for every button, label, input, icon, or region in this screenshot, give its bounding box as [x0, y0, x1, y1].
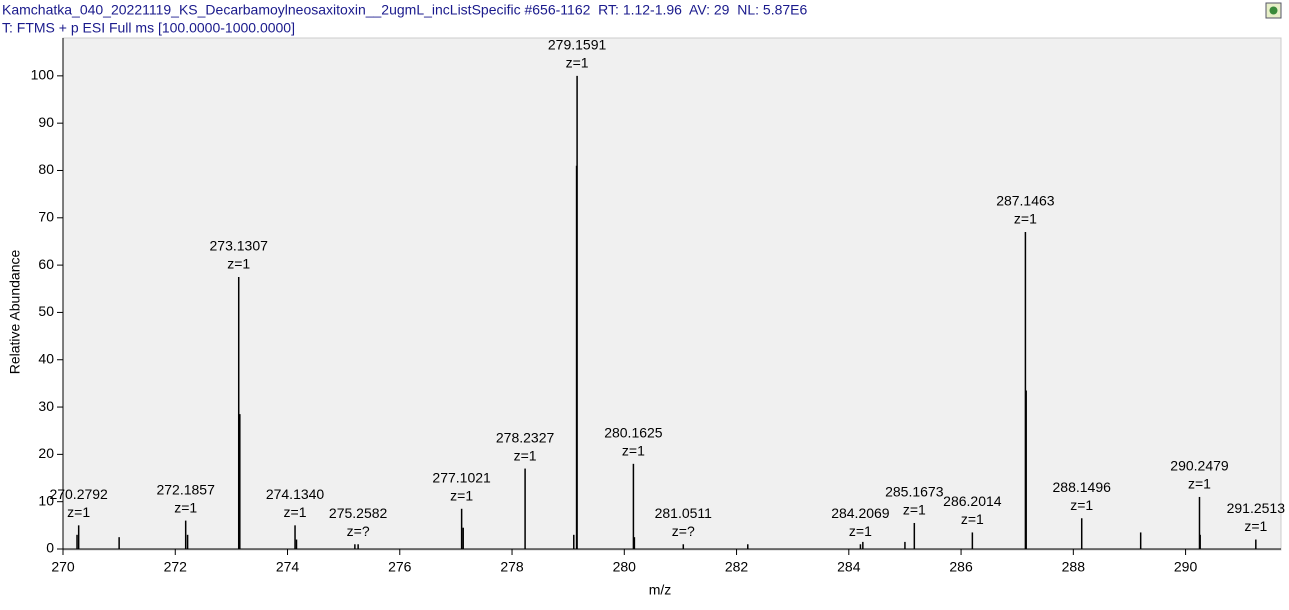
y-axis-label: Relative Abundance — [7, 250, 23, 375]
charge-label: z=1 — [1188, 476, 1211, 492]
chart-title: Kamchatka_040_20221119_KS_Decarbamoylneo… — [2, 2, 807, 18]
charge-label: z=1 — [174, 499, 197, 515]
peak-label: 275.2582 — [329, 505, 388, 521]
x-tick-label: 276 — [388, 559, 412, 575]
y-tick-label: 40 — [38, 350, 54, 366]
peak-label: 285.1673 — [885, 484, 944, 500]
peak-label: 280.1625 — [604, 425, 663, 441]
charge-label: z=? — [347, 523, 370, 539]
x-tick-label: 290 — [1174, 559, 1198, 575]
y-tick-label: 100 — [31, 67, 55, 83]
charge-label: z=1 — [903, 502, 926, 518]
y-tick-label: 80 — [38, 161, 54, 177]
y-tick-label: 70 — [38, 208, 54, 224]
x-axis-label: m/z — [649, 582, 672, 598]
x-tick-label: 284 — [837, 559, 861, 575]
peak-label: 288.1496 — [1053, 479, 1112, 495]
charge-label: z=1 — [284, 504, 307, 520]
charge-label: z=1 — [1244, 518, 1267, 534]
y-tick-label: 20 — [38, 445, 54, 461]
peak-label: 274.1340 — [266, 486, 325, 502]
x-tick-label: 272 — [164, 559, 188, 575]
x-tick-label: 270 — [51, 559, 75, 575]
y-tick-label: 10 — [38, 492, 54, 508]
charge-label: z=1 — [450, 487, 473, 503]
charge-label: z=? — [672, 523, 695, 539]
x-tick-label: 278 — [500, 559, 524, 575]
charge-label: z=1 — [849, 523, 872, 539]
charge-label: z=1 — [67, 504, 90, 520]
y-tick-label: 90 — [38, 114, 54, 130]
peak-label: 284.2069 — [831, 505, 890, 521]
charge-label: z=1 — [1014, 211, 1037, 227]
x-tick-label: 282 — [725, 559, 749, 575]
peak-label: 270.2792 — [49, 486, 108, 502]
y-tick-label: 0 — [46, 540, 54, 556]
y-tick-label: 50 — [38, 303, 54, 319]
peak-label: 279.1591 — [548, 37, 607, 53]
peak-label: 281.0511 — [655, 505, 713, 521]
peak-label: 291.2513 — [1227, 500, 1286, 516]
charge-label: z=1 — [566, 55, 589, 71]
charge-label: z=1 — [961, 511, 984, 527]
peak-label: 272.1857 — [156, 481, 215, 497]
charge-label: z=1 — [1070, 497, 1093, 513]
peak-label: 286.2014 — [943, 493, 1002, 509]
peak-label: 290.2479 — [1170, 458, 1229, 474]
x-tick-label: 288 — [1062, 559, 1086, 575]
charge-label: z=1 — [227, 256, 250, 272]
y-tick-label: 30 — [38, 398, 54, 414]
y-tick-label: 60 — [38, 256, 54, 272]
peak-label: 287.1463 — [996, 193, 1055, 209]
charge-label: z=1 — [622, 443, 645, 459]
x-tick-label: 274 — [276, 559, 300, 575]
icon-dot — [1269, 6, 1278, 15]
charge-label: z=1 — [514, 447, 537, 463]
peak-label: 277.1021 — [432, 469, 491, 485]
plot-area — [62, 37, 1282, 551]
x-tick-label: 280 — [613, 559, 637, 575]
peak-label: 273.1307 — [210, 238, 269, 254]
peak-label: 278.2327 — [496, 429, 555, 445]
x-tick-label: 286 — [949, 559, 973, 575]
chart-subtitle: T: FTMS + p ESI Full ms [100.0000-1000.0… — [2, 20, 295, 36]
